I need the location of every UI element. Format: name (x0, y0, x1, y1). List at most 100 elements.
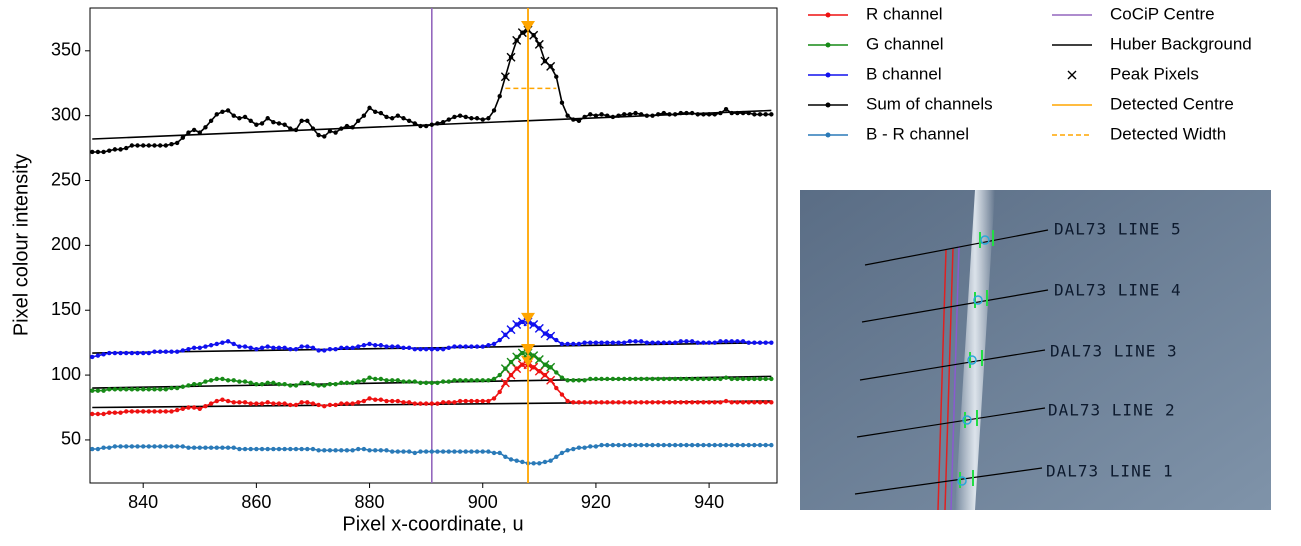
series-point (152, 409, 157, 414)
legend-label: B - R channel (866, 124, 969, 143)
series-point (265, 380, 270, 386)
series-point (378, 110, 384, 116)
series-point (729, 376, 734, 382)
series-point (582, 378, 587, 383)
series-point (723, 442, 729, 448)
series-point (695, 442, 700, 448)
series-point (310, 446, 316, 452)
series-point (118, 147, 123, 152)
series-point (101, 149, 106, 155)
series-point (129, 387, 135, 392)
y-axis-label: Pixel colour intensity (10, 154, 32, 336)
series-point (389, 378, 395, 383)
series-point (412, 401, 418, 406)
series-point (605, 340, 610, 345)
series-point (435, 380, 440, 386)
series-point (389, 449, 395, 454)
series-point (112, 350, 118, 356)
series-point (140, 444, 146, 449)
series-point (474, 116, 480, 121)
series-point (220, 445, 225, 450)
series-point (571, 117, 576, 122)
series-point (593, 113, 599, 118)
series-point (701, 376, 706, 382)
series-point (237, 379, 242, 384)
series-point (378, 448, 384, 453)
series-point (469, 398, 474, 404)
series-point (480, 398, 485, 404)
series-point (740, 400, 746, 405)
inset-label: DAL73 LINE 2 (1048, 401, 1176, 420)
series-point (452, 378, 457, 383)
series-point (763, 400, 768, 405)
series-point (593, 376, 599, 382)
peak-pixel (512, 352, 522, 362)
series-point (316, 383, 321, 388)
series-point (622, 442, 627, 448)
series-point (644, 442, 650, 448)
series-point (248, 118, 253, 124)
series-point (667, 400, 672, 405)
series-point (265, 400, 270, 405)
series-point (418, 401, 423, 406)
series-point (752, 442, 757, 448)
series-point (605, 442, 610, 448)
series-point (107, 350, 112, 356)
series-point (440, 379, 446, 384)
series-point (344, 448, 350, 453)
series-point (361, 398, 367, 404)
series-point (265, 446, 270, 452)
series-point (452, 114, 457, 120)
series-point (140, 409, 146, 414)
series-point (418, 449, 423, 454)
series-point (322, 383, 327, 388)
series-point (174, 140, 180, 146)
series-point (361, 343, 367, 348)
series-point (271, 345, 276, 351)
series-point (242, 379, 248, 384)
series-point (361, 113, 367, 118)
legend-label: Huber Background (1110, 34, 1252, 53)
series-point (254, 381, 259, 387)
series-point (299, 380, 304, 386)
series-point (655, 340, 661, 345)
series-point (435, 401, 440, 406)
series-point (429, 346, 435, 352)
series-point (140, 387, 146, 392)
series-point (469, 344, 474, 349)
series-point (344, 401, 350, 406)
series-point (740, 442, 746, 448)
series-point (305, 344, 310, 349)
series-point (254, 446, 259, 452)
series-point (661, 442, 667, 448)
legend-swatch (825, 132, 831, 138)
series-point (429, 449, 435, 454)
series-point (220, 397, 225, 402)
series-point (220, 340, 225, 345)
series-point (124, 409, 129, 414)
series-point (582, 340, 587, 345)
series-point (378, 376, 384, 382)
series-point (435, 346, 440, 352)
series-point (90, 411, 95, 417)
series-point (124, 350, 129, 356)
series-point (191, 445, 197, 450)
series-point (299, 446, 304, 452)
series-point (571, 446, 576, 452)
series-point (186, 383, 191, 388)
series-point (599, 340, 604, 345)
contrail (955, 190, 995, 510)
series-point (146, 444, 152, 449)
series-point (288, 383, 293, 388)
peak-pixel (512, 319, 522, 329)
series-point (169, 349, 174, 354)
series-point (180, 384, 186, 389)
series-point (712, 400, 717, 405)
series-point (440, 119, 446, 125)
series-point (169, 409, 174, 414)
series-point (423, 346, 429, 352)
series-point (446, 379, 451, 384)
series-point (95, 446, 101, 452)
series-point (718, 110, 723, 116)
series-point (554, 385, 559, 391)
